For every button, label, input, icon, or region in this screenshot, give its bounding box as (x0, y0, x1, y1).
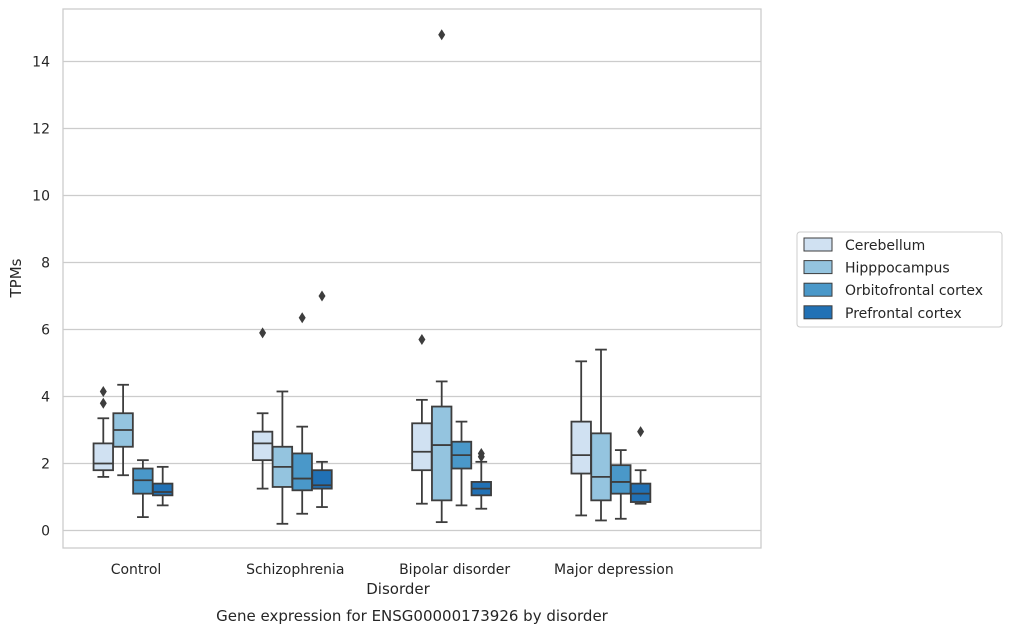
box-hipppocampus-major-depression (590, 348, 612, 522)
box-iqr (251, 430, 274, 462)
box-prefrontal-cortex-major-depression (629, 426, 652, 505)
outlier-point (318, 290, 326, 302)
box-prefrontal-cortex-schizophrenia (311, 290, 333, 508)
legend-swatch (803, 282, 833, 297)
y-tick-label: 0 (41, 524, 50, 540)
box-iqr (590, 432, 612, 502)
x-tick-label: Major depression (554, 562, 674, 578)
box-orbitofrontal-cortex-control (132, 459, 154, 518)
legend-frame (796, 231, 1003, 328)
legend-swatch (803, 260, 833, 275)
box-orbitofrontal-cortex-major-depression (610, 449, 632, 520)
box-hipppocampus-control (112, 383, 134, 477)
box-iqr (92, 442, 114, 472)
x-axis-ticks: Control Schizophrenia Bipolar disorder Majo… (111, 562, 674, 578)
y-tick-label: 14 (32, 55, 50, 71)
box-iqr (291, 452, 313, 492)
box-cerebellum-schizophrenia (251, 327, 274, 490)
outlier-point (637, 426, 645, 438)
y-tick-label: 4 (41, 390, 50, 406)
outlier-point (99, 385, 107, 397)
outlier-point (438, 29, 446, 41)
legend-swatch (803, 305, 833, 320)
legend: Cerebellum Hipppocampus Orbitofrontal cort… (796, 231, 1003, 328)
x-tick-label: Control (111, 562, 162, 578)
y-axis-ticks: 0 2 4 6 8 10 12 14 (32, 55, 50, 540)
x-tick-label: Bipolar disorder (399, 562, 510, 578)
outlier-point (259, 327, 267, 339)
box-orbitofrontal-cortex-bipolar-disorder (450, 420, 473, 507)
legend-label: Hipppocampus (845, 261, 950, 277)
box-iqr (152, 482, 174, 497)
outlier-point (298, 312, 306, 324)
y-tick-label: 6 (41, 323, 50, 339)
y-tick-label: 2 (41, 457, 50, 473)
box-prefrontal-cortex-control (152, 465, 174, 507)
box-hipppocampus-schizophrenia (271, 390, 294, 525)
legend-label: Orbitofrontal cortex (845, 283, 983, 299)
outlier-point (477, 447, 485, 459)
outlier-point (418, 334, 426, 346)
outlier-point (99, 397, 107, 409)
box-iqr (570, 420, 592, 475)
plot-frame (62, 8, 762, 549)
box-cerebellum-control (92, 385, 114, 478)
box-prefrontal-cortex-bipolar-disorder (470, 447, 492, 510)
box-iqr (431, 405, 453, 502)
legend-swatch (803, 237, 833, 252)
box-iqr (610, 464, 632, 495)
x-axis-label: Disorder (366, 580, 430, 598)
x-tick-label: Schizophrenia (246, 562, 344, 578)
y-tick-label: 8 (41, 256, 50, 272)
box-iqr (311, 469, 333, 490)
legend-label: Prefrontal cortex (845, 306, 962, 322)
y-axis-label: TPMs (7, 258, 25, 298)
box-plot-marks (92, 29, 652, 525)
y-tick-label: 10 (32, 189, 50, 205)
y-tick-label: 12 (32, 122, 50, 138)
box-iqr (411, 422, 433, 472)
legend-label: Cerebellum (845, 238, 925, 254)
chart-caption: Gene expression for ENSG00000173926 by d… (216, 607, 609, 625)
